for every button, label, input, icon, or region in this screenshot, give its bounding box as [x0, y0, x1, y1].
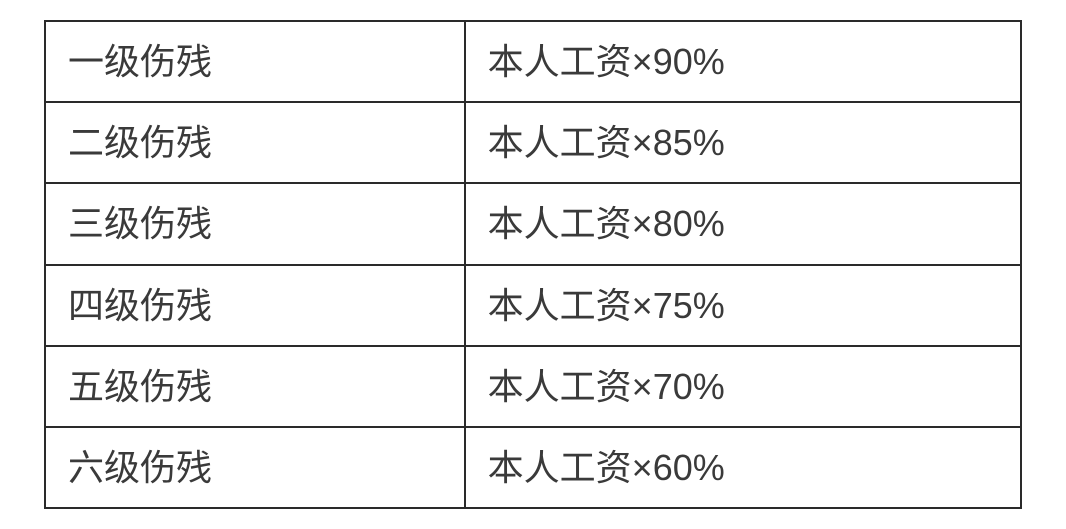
- level-cell: 五级伤残: [45, 346, 465, 427]
- disability-allowance-table-container: 一级伤残 本人工资×90% 二级伤残 本人工资×85% 三级伤残 本人工资×80…: [44, 20, 1022, 509]
- level-cell: 三级伤残: [45, 183, 465, 264]
- table-row: 五级伤残 本人工资×70%: [45, 346, 1021, 427]
- formula-cell: 本人工资×85%: [465, 102, 1021, 183]
- level-cell: 二级伤残: [45, 102, 465, 183]
- formula-cell: 本人工资×80%: [465, 183, 1021, 264]
- table-row: 六级伤残 本人工资×60%: [45, 427, 1021, 508]
- level-cell: 四级伤残: [45, 265, 465, 346]
- table-row: 四级伤残 本人工资×75%: [45, 265, 1021, 346]
- formula-cell: 本人工资×90%: [465, 21, 1021, 102]
- level-cell: 六级伤残: [45, 427, 465, 508]
- formula-cell: 本人工资×75%: [465, 265, 1021, 346]
- formula-cell: 本人工资×70%: [465, 346, 1021, 427]
- formula-cell: 本人工资×60%: [465, 427, 1021, 508]
- disability-allowance-table: 一级伤残 本人工资×90% 二级伤残 本人工资×85% 三级伤残 本人工资×80…: [44, 20, 1022, 509]
- table-row: 一级伤残 本人工资×90%: [45, 21, 1021, 102]
- table-row: 三级伤残 本人工资×80%: [45, 183, 1021, 264]
- table-row: 二级伤残 本人工资×85%: [45, 102, 1021, 183]
- level-cell: 一级伤残: [45, 21, 465, 102]
